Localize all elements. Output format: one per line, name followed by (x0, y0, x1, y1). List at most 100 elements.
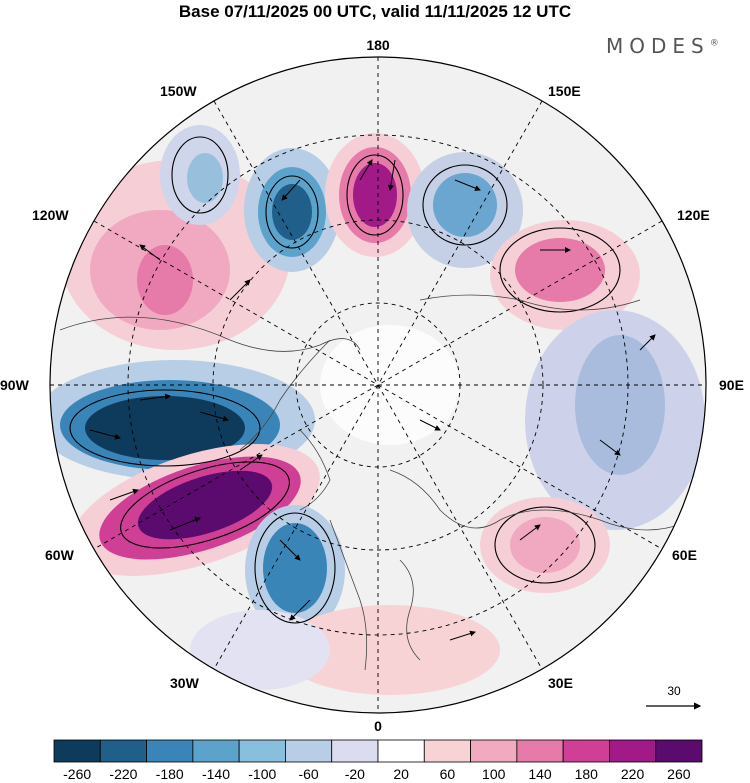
polar-neutral-area (320, 325, 460, 445)
wind-vector (139, 393, 171, 401)
map-title: Base 07/11/2025 00 UTC, valid 11/11/2025… (178, 2, 572, 21)
label-30e: 30E (548, 675, 573, 691)
colorbar-swatch (423, 739, 471, 763)
anomaly-positive-nw-core (137, 245, 193, 315)
label-90w: 90W (0, 377, 30, 393)
anomaly-positive-se-core (510, 517, 580, 573)
meridian-120e-60w (93, 220, 663, 550)
contour-line (254, 512, 336, 624)
label-0: 0 (374, 718, 382, 734)
wind-vector (239, 454, 263, 471)
coastline-canada (239, 339, 331, 451)
coastline-europe-west (329, 519, 368, 671)
wind-vector (109, 488, 139, 501)
colorbar-tick-label: -60 (298, 766, 318, 782)
colorbar-swatch (470, 739, 518, 763)
colorbar-swatch (655, 739, 703, 763)
contour-line (346, 154, 404, 236)
wind-vector (449, 630, 476, 641)
wind-vector (359, 159, 373, 181)
anomaly-negative-n1-core (187, 153, 223, 203)
anomaly-fields (50, 125, 705, 695)
colorbar-swatch (562, 739, 610, 763)
modes-logo: MODES® (606, 34, 719, 58)
colorbar-swatch (238, 739, 286, 763)
colorbar-swatch (285, 739, 333, 763)
meridian-150w-30e (213, 100, 543, 670)
coastline-siberia (419, 294, 641, 311)
map-disk (50, 57, 706, 713)
coastline-eurasia-south (389, 469, 691, 531)
colorbar-swatch (377, 739, 425, 763)
colorbar-swatch (99, 739, 147, 763)
colorbar: -260 -220 -180 -140 -100 -60 -20 20 60 100 140 180 2… (53, 739, 703, 782)
anomaly-positive-n-core (353, 163, 397, 227)
colorbar-tick-label: -180 (156, 766, 184, 782)
contour-line (494, 506, 596, 584)
coastline-greenland (299, 429, 331, 511)
meridian-120w-60e (93, 220, 663, 550)
wind-vector (229, 279, 251, 301)
contour-line (171, 136, 229, 214)
colorbar-tick-label: 220 (621, 766, 645, 782)
colorbar-swatch (53, 739, 101, 763)
colorbar-swatch (146, 739, 194, 763)
coastline-europe (399, 559, 421, 661)
colorbar-tick-label: 260 (667, 766, 691, 782)
anomaly-negative-ne-core (433, 173, 497, 237)
wind-vector (279, 539, 301, 561)
contour-lines (69, 136, 621, 624)
contour-line (499, 227, 621, 313)
wind-vector (599, 439, 621, 456)
wind-vector (419, 419, 441, 431)
label-150e: 150E (548, 83, 581, 99)
colorbar-swatch (516, 739, 564, 763)
anomaly-positive-e-core (515, 238, 605, 302)
reference-vector-label: 30 (667, 684, 681, 698)
colorbar-tick-label: -260 (63, 766, 91, 782)
wind-vector (169, 517, 201, 531)
graticule (50, 57, 706, 713)
wind-vector (387, 159, 396, 191)
contour-line (69, 389, 261, 467)
wind-vector (199, 411, 229, 422)
label-150w: 150W (160, 83, 197, 99)
label-30w: 30W (170, 675, 200, 691)
anomaly-negative-s-core (263, 523, 327, 613)
anomaly-positive-sw-core (137, 470, 273, 540)
colorbar-tick-label: -220 (109, 766, 137, 782)
colorbar-tick-label: -100 (248, 766, 276, 782)
coastlines (59, 294, 691, 671)
meridian-150e-30w (213, 100, 543, 670)
colorbar-tick-label: -140 (202, 766, 230, 782)
wind-vector (639, 334, 656, 351)
anomaly-weak-negative-south (190, 610, 330, 690)
colorbar-tick-label: 100 (482, 766, 506, 782)
wind-vector (289, 599, 311, 621)
wind-vectors (89, 159, 656, 641)
colorbar-tick-label: -20 (345, 766, 365, 782)
wind-vector (281, 179, 301, 201)
label-120w: 120W (32, 207, 69, 223)
wind-vector (89, 429, 121, 440)
label-180: 180 (366, 37, 390, 53)
wind-vector (139, 244, 161, 261)
colorbar-tick-label: 140 (528, 766, 552, 782)
anomaly-negative-w-core (85, 396, 245, 460)
registered-mark: ® (709, 38, 719, 49)
label-60e: 60E (672, 547, 697, 563)
anomaly-positive-south (280, 605, 500, 695)
label-120e: 120E (677, 207, 710, 223)
brand-text: MODES (606, 34, 710, 58)
coastline-north-america (59, 316, 361, 352)
colorbar-tick-label: 20 (393, 766, 409, 782)
contour-line (422, 164, 508, 246)
contour-line (265, 175, 319, 249)
colorbar-swatch (331, 739, 379, 763)
contour-line (120, 461, 290, 549)
label-90e: 90E (719, 377, 744, 393)
label-60w: 60W (45, 547, 75, 563)
wind-vector (519, 524, 541, 541)
colorbar-tick-label: 180 (575, 766, 599, 782)
